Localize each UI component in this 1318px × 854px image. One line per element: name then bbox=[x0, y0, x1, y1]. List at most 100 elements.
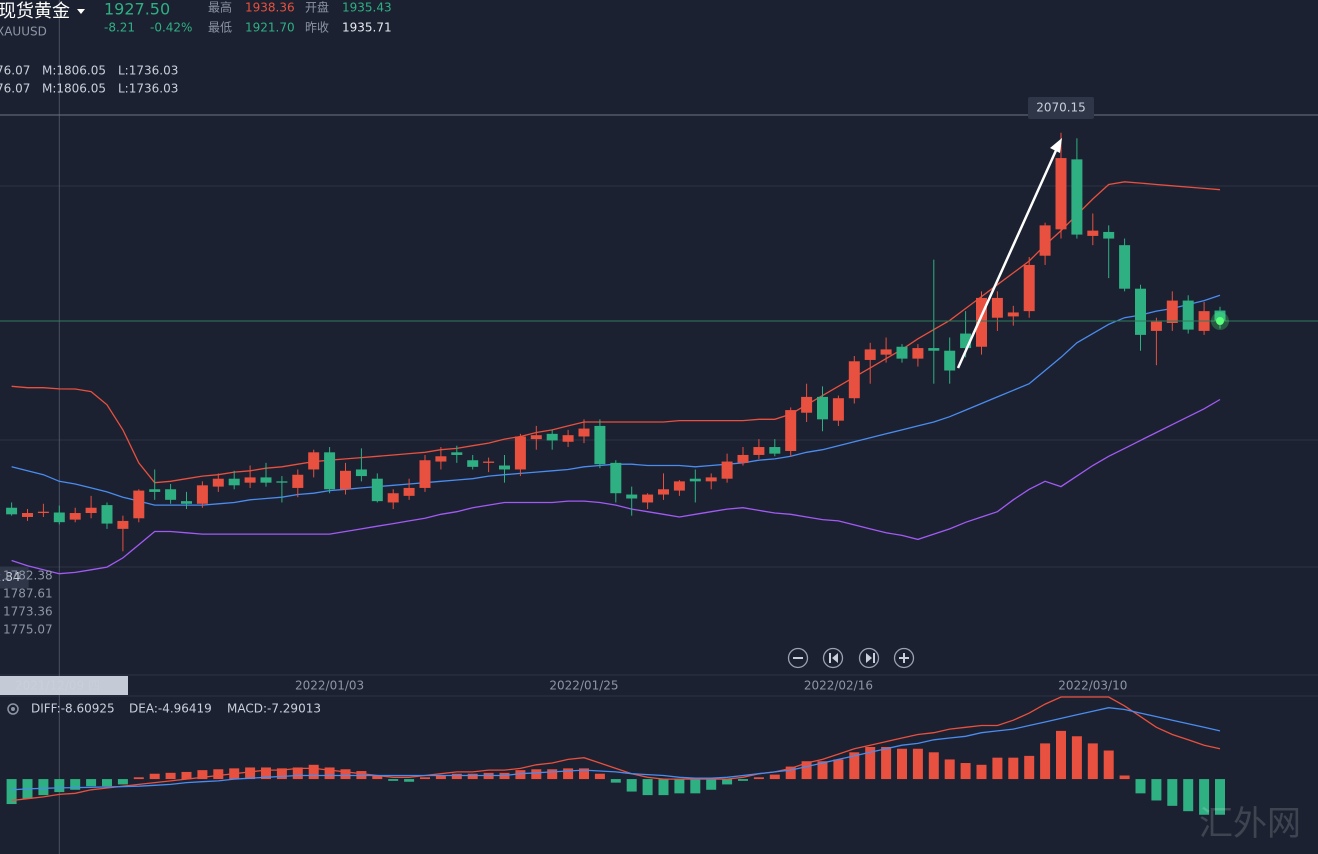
candle-body bbox=[228, 478, 240, 486]
macd-label: DIFF:-8.60925 bbox=[31, 702, 115, 716]
candle-body bbox=[499, 465, 510, 470]
candle-body bbox=[976, 297, 987, 347]
candle-body bbox=[832, 398, 844, 421]
label-box bbox=[1028, 97, 1094, 119]
candle-body bbox=[991, 297, 1003, 318]
candle-body bbox=[403, 487, 415, 496]
candle-body bbox=[212, 478, 224, 487]
macd-bar bbox=[1199, 779, 1210, 815]
macd-bar bbox=[563, 768, 574, 780]
crosshair-value: 1773.36 bbox=[3, 605, 53, 619]
symbol: XAUUSD bbox=[0, 25, 47, 39]
macd-bar bbox=[849, 752, 860, 780]
candle-body bbox=[1166, 300, 1178, 324]
zoom-out-button[interactable] bbox=[787, 647, 809, 669]
candle-body bbox=[1103, 231, 1115, 239]
arrow-head bbox=[1050, 138, 1062, 153]
macd-bar bbox=[674, 779, 685, 794]
last-button[interactable] bbox=[858, 647, 880, 669]
macd-bar bbox=[165, 772, 176, 780]
candle-body bbox=[801, 396, 813, 413]
candle-body bbox=[530, 435, 542, 440]
candle-body bbox=[610, 462, 622, 494]
candle-body bbox=[276, 481, 288, 483]
crosshair-date-box bbox=[0, 676, 128, 695]
candle-body bbox=[419, 460, 431, 488]
candle-body bbox=[562, 435, 574, 442]
band-line bbox=[11, 398, 1221, 575]
macd-bar bbox=[1135, 779, 1146, 794]
candle-body bbox=[594, 425, 606, 465]
macd-bar bbox=[881, 746, 892, 780]
macd-bar bbox=[738, 779, 748, 781]
macd-bar bbox=[372, 775, 383, 780]
candle-body bbox=[912, 348, 924, 359]
macd-bar bbox=[912, 748, 923, 780]
candle-body bbox=[721, 461, 733, 479]
candle-body bbox=[133, 490, 145, 519]
macd-bar bbox=[324, 767, 335, 780]
macd-bar bbox=[992, 757, 1003, 780]
candle-body bbox=[340, 470, 351, 490]
candle-body bbox=[737, 454, 749, 463]
macd-bar bbox=[547, 769, 558, 780]
macd-bar bbox=[340, 769, 351, 780]
macd-bar bbox=[531, 769, 542, 780]
crosshair-value: 1787.61 bbox=[3, 587, 53, 601]
macd-bar bbox=[690, 779, 701, 794]
macd-bar bbox=[467, 773, 478, 780]
macd-bar bbox=[6, 779, 17, 805]
macd-bar bbox=[102, 779, 112, 787]
candle-body bbox=[546, 433, 558, 441]
price: 1927.50 bbox=[104, 0, 170, 19]
macd-bar bbox=[658, 779, 669, 796]
candle-body bbox=[658, 489, 669, 495]
macd-bar bbox=[626, 779, 637, 792]
first-button[interactable] bbox=[822, 647, 844, 669]
candle-body bbox=[817, 396, 828, 420]
candle-body bbox=[928, 348, 940, 351]
stat-label: 昨收 bbox=[305, 21, 329, 35]
high-label: 2070.15 bbox=[1036, 101, 1086, 115]
band-label: 76.07 bbox=[0, 82, 30, 96]
macd-bar bbox=[1119, 775, 1130, 780]
macd-bar bbox=[722, 779, 733, 785]
macd-bar bbox=[579, 768, 589, 780]
dropdown[interactable] bbox=[77, 9, 85, 14]
zoom-in-button[interactable] bbox=[893, 647, 915, 669]
instrument-name: 现货黄金 bbox=[0, 1, 70, 22]
watermark: 汇外网 bbox=[1199, 804, 1301, 844]
candle-body bbox=[1135, 288, 1146, 335]
candle-body bbox=[896, 346, 908, 359]
candle-body bbox=[944, 350, 956, 371]
macd-bar bbox=[420, 777, 430, 780]
candle-body bbox=[387, 493, 399, 503]
macd-bar bbox=[897, 748, 907, 780]
band-label: L:1736.03 bbox=[118, 82, 178, 96]
candle-body bbox=[1055, 158, 1067, 230]
macd-bar bbox=[245, 767, 256, 780]
macd-bar bbox=[451, 773, 462, 780]
candle-body bbox=[292, 474, 304, 488]
stat-label: 开盘 bbox=[305, 0, 329, 15]
candle-body bbox=[1039, 225, 1051, 256]
band-label: M:1806.05 bbox=[42, 82, 106, 96]
candle-body bbox=[1150, 321, 1162, 331]
candle-body bbox=[642, 494, 654, 503]
candle-body bbox=[53, 512, 65, 523]
macd-bar bbox=[292, 767, 303, 780]
macd-bar bbox=[261, 767, 271, 780]
settings-icon[interactable] bbox=[7, 703, 19, 715]
candle-body bbox=[864, 349, 876, 360]
macd-bar bbox=[706, 779, 717, 790]
candle-body bbox=[260, 477, 272, 483]
macd-bar bbox=[149, 773, 160, 780]
macd-bar bbox=[944, 759, 955, 780]
candle-body bbox=[769, 447, 781, 454]
macd-line bbox=[11, 707, 1221, 791]
macd-bar bbox=[928, 752, 939, 780]
candle-body bbox=[196, 485, 208, 504]
